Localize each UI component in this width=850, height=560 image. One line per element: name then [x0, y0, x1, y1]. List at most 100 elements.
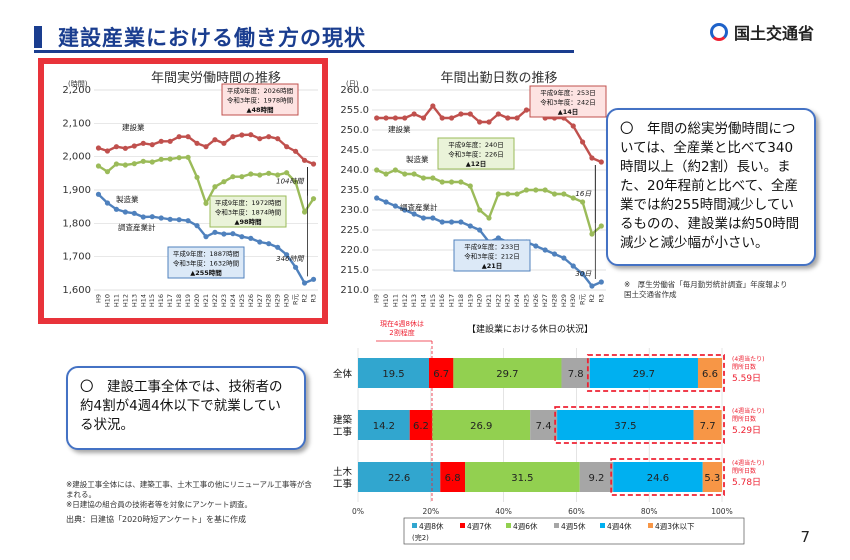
- bar-segment: [530, 410, 558, 440]
- data-point: [467, 183, 473, 189]
- data-point: [95, 191, 102, 197]
- data-point: [131, 143, 137, 149]
- mlit-logo: 国土交通省: [709, 20, 814, 44]
- data-point: [230, 231, 236, 237]
- data-point: [113, 144, 119, 150]
- x-tick-label: H10: [103, 294, 111, 307]
- data-point: [149, 159, 155, 165]
- data-point: [122, 162, 128, 168]
- data-point: [221, 179, 227, 185]
- bar-segment: [440, 462, 466, 492]
- data-point: [230, 134, 236, 140]
- data-point: [185, 154, 191, 160]
- highlight-frame: [38, 58, 328, 324]
- data-point: [477, 207, 483, 213]
- data-point: [140, 158, 146, 164]
- x-tick-label: H25: [238, 294, 246, 307]
- bar-chart-title: 【建設業における休日の状況】: [467, 323, 593, 335]
- annotation-text: ▲255時間: [190, 268, 222, 277]
- data-point: [104, 148, 111, 154]
- x-tick-label: 0%: [352, 507, 364, 516]
- callout-label: 2割程度: [389, 328, 414, 337]
- data-point: [167, 138, 173, 144]
- data-point: [439, 219, 445, 225]
- data-point: [113, 161, 119, 167]
- data-point: [448, 219, 455, 225]
- y-tick-label: 235.0: [340, 185, 369, 196]
- data-point: [203, 144, 209, 150]
- legend-label: 4週5休: [561, 521, 586, 531]
- y-tick-label: 1,800: [62, 218, 91, 229]
- x-tick-label: R3: [597, 294, 605, 303]
- data-point: [176, 155, 182, 161]
- data-point: [505, 115, 511, 121]
- x-tick-label: H11: [391, 294, 399, 307]
- y-tick-label: 230.0: [340, 205, 369, 216]
- row-label: 土木: [333, 466, 353, 478]
- data-point: [430, 175, 436, 181]
- data-point: [257, 172, 263, 178]
- row-label: 建築: [333, 414, 353, 426]
- bar-value-label: 14.2: [373, 421, 395, 432]
- x-tick-label: H25: [522, 294, 530, 307]
- annotation-text: 平成9年度：253日: [540, 88, 596, 97]
- x-tick-label: H22: [494, 294, 502, 307]
- data-point: [505, 191, 511, 197]
- y-tick-label: 2,100: [62, 118, 91, 129]
- closed-days-label: (4週当たり): [732, 407, 765, 415]
- annotation-box-bg: [167, 246, 245, 279]
- data-point: [230, 174, 236, 180]
- data-point: [430, 103, 436, 109]
- chart-title: 年間実労働時間の推移: [151, 70, 281, 86]
- x-tick-label: 100%: [711, 507, 732, 516]
- legend-label: 4週6休: [513, 521, 538, 531]
- x-tick-label: H19: [466, 294, 474, 307]
- data-point: [293, 264, 299, 270]
- annotation-text: 平成9年度：2026時間: [227, 86, 293, 95]
- x-tick-label: H15: [148, 294, 156, 307]
- bar-value-label: 29.7: [496, 369, 518, 380]
- data-point: [589, 283, 595, 289]
- data-point: [402, 207, 408, 213]
- data-point: [383, 115, 389, 121]
- data-point: [486, 215, 492, 221]
- x-tick-label: H16: [157, 294, 165, 307]
- x-tick-label: H23: [220, 294, 228, 307]
- bar-segment: [561, 358, 590, 388]
- bar-value-label: 22.6: [388, 473, 410, 484]
- legend-swatch: [412, 523, 417, 528]
- data-point: [301, 157, 308, 163]
- x-tick-label: H20: [476, 294, 484, 307]
- bar-value-label: 29.7: [633, 369, 655, 380]
- data-point: [392, 167, 398, 173]
- data-point: [411, 171, 417, 177]
- data-point: [383, 199, 389, 205]
- bar-segment: [453, 358, 562, 388]
- data-point: [221, 231, 227, 237]
- data-point: [430, 215, 436, 221]
- row-label: 工事: [333, 426, 353, 438]
- bar-value-label: 31.5: [511, 473, 533, 484]
- annotation-text: 平成9年度：1887時間: [173, 249, 239, 258]
- x-tick-label: H29: [274, 294, 282, 307]
- data-point: [523, 107, 530, 113]
- data-point: [411, 111, 417, 117]
- data-point: [392, 203, 398, 209]
- data-point: [589, 231, 595, 237]
- annotation-text: 令和3年度：212日: [464, 252, 520, 261]
- data-point: [284, 252, 290, 258]
- data-point: [495, 191, 501, 197]
- bar-segment: [697, 358, 722, 388]
- data-point: [448, 179, 455, 185]
- data-point: [122, 209, 128, 215]
- data-point: [176, 134, 182, 140]
- bar-value-label: 6.8: [445, 473, 461, 484]
- page-title: 建設産業における働き方の現状: [58, 26, 366, 50]
- data-point: [551, 251, 558, 257]
- bar-value-label: 7.7: [700, 421, 716, 432]
- series-label: 製造業: [406, 154, 429, 164]
- data-point: [158, 138, 164, 144]
